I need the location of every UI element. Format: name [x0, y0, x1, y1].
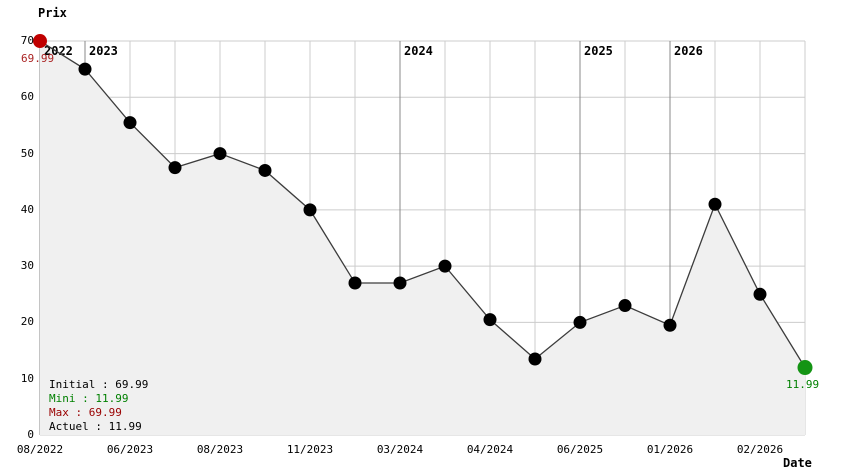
y-tick-label: 60 — [20, 90, 34, 104]
data-point — [258, 163, 272, 177]
y-tick-label: 70 — [20, 34, 34, 47]
year-label: 2024 — [404, 44, 433, 58]
data-point — [348, 276, 362, 290]
data-point — [78, 62, 92, 76]
year-label: 2023 — [89, 44, 118, 58]
data-point — [123, 116, 137, 130]
x-tick-label: 06/2023 — [106, 443, 154, 456]
y-tick-label: 30 — [20, 259, 34, 273]
y-tick-label: 20 — [20, 315, 34, 329]
year-label: 2025 — [584, 44, 613, 58]
data-point — [168, 161, 182, 175]
data-point — [708, 197, 722, 211]
x-tick-label: 06/2025 — [556, 443, 604, 456]
x-tick-label: 01/2026 — [646, 443, 694, 456]
chart-legend: Initial : 69.99 Mini : 11.99 Max : 69.99 Ac… — [49, 378, 148, 434]
x-tick-label: 08/2023 — [196, 443, 244, 456]
x-tick-label: 08/2022 — [16, 443, 64, 456]
y-tick-label: 10 — [20, 371, 34, 385]
x-tick-label: 11/2023 — [286, 443, 334, 456]
legend-item: Max : 69.99 — [49, 406, 122, 419]
area-fill — [40, 41, 805, 436]
data-point — [528, 352, 542, 366]
initial-price-label: 69.99 — [21, 52, 55, 65]
year-label: 2026 — [674, 44, 703, 58]
end-point — [797, 360, 813, 376]
legend-item: Mini : 11.99 — [49, 392, 129, 405]
data-point — [573, 315, 587, 329]
data-point — [663, 318, 677, 332]
legend-item: Actuel : 11.99 — [49, 420, 142, 433]
price-line — [39, 40, 806, 368]
data-point — [753, 287, 767, 301]
y-tick-label: 40 — [20, 202, 34, 216]
legend-item: Initial : 69.99 — [49, 378, 149, 391]
x-axis-title: Date — [783, 456, 812, 470]
data-point — [483, 313, 497, 327]
data-point — [303, 203, 317, 217]
data-point — [438, 259, 452, 273]
data-point — [393, 276, 407, 290]
start-point — [33, 34, 47, 49]
current-price-label: 11.99 — [786, 378, 820, 391]
x-tick-label: 03/2024 — [376, 443, 424, 456]
y-axis-title: Prix — [38, 6, 67, 20]
x-tick-label: 02/2026 — [736, 443, 784, 456]
data-point — [618, 299, 632, 313]
data-point — [213, 147, 227, 161]
x-tick-label: 04/2024 — [466, 443, 514, 456]
y-tick-label: 0 — [27, 428, 34, 441]
y-tick-label: 50 — [20, 146, 34, 160]
